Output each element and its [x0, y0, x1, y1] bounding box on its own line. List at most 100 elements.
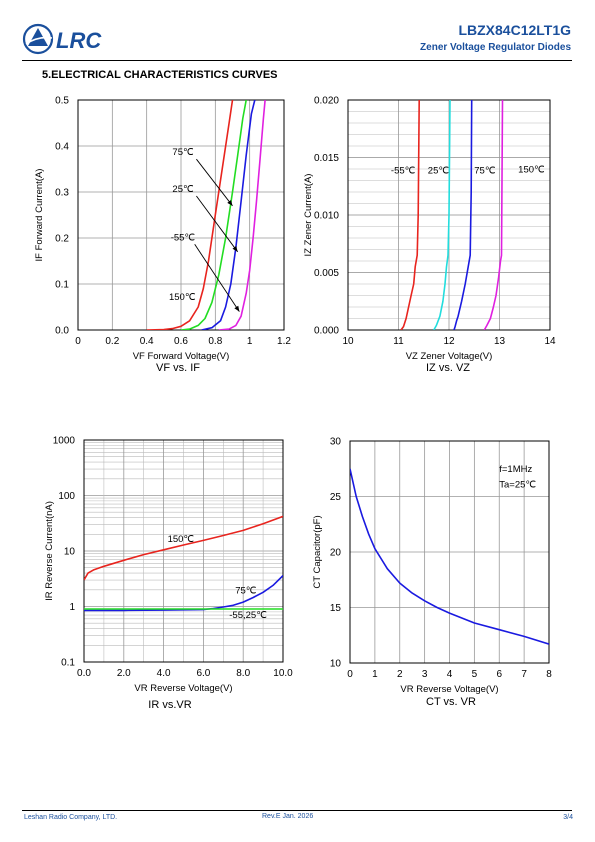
chart-grid [83, 439, 284, 663]
annotation-label: 150℃ [518, 164, 545, 175]
chart-vf-if: 0 0.2 0.4 0.6 0.8 1 1.2 0.0 0.1 0.2 0.3 0.4 0.5 VF Fo… [34, 96, 291, 363]
x-tick-label: 0.2 [105, 336, 119, 347]
y-tick-label: 0.1 [55, 280, 69, 291]
series-line-4 [483, 100, 504, 330]
x-tick-label: 11 [393, 336, 404, 347]
y-tick-label: 10 [330, 659, 342, 670]
annotation-arrowhead [234, 305, 240, 312]
annotation-arrow [194, 244, 240, 312]
annotation-label: 150℃ [168, 534, 195, 545]
y-tick-label: 0.010 [314, 211, 339, 222]
x-tick-label: 5 [472, 669, 478, 680]
part-number: LBZX84C12LT1G [458, 22, 571, 38]
annotation-arrow [196, 158, 233, 207]
y-tick-label: 0.2 [55, 234, 69, 245]
series-line-2 [180, 100, 247, 330]
y-tick-label: 1000 [53, 436, 76, 447]
annotation-label: 150℃ [169, 292, 196, 303]
chart-caption-vf-if: VF vs. IF [156, 362, 200, 374]
section-title: 5.ELECTRICAL CHARACTERISTICS CURVES [42, 69, 278, 81]
y-tick-label: 0.000 [314, 326, 339, 337]
x-tick-label: 0.6 [174, 336, 188, 347]
x-tick-label: 4.0 [157, 668, 171, 679]
y-tick-label: 20 [330, 548, 342, 559]
annotation-label: -55,25℃ [229, 610, 267, 621]
annotation-label: -55℃ [171, 232, 196, 243]
x-tick-label: 2 [397, 669, 403, 680]
x-tick-label: 1 [372, 669, 378, 680]
annotation-label: 75℃ [474, 166, 496, 177]
chart-caption-ir-vr: IR vs.VR [148, 699, 192, 711]
x-tick-label: 0 [75, 336, 81, 347]
series-group [400, 100, 504, 330]
x-tick-label: 4 [447, 669, 453, 680]
series-group [350, 468, 549, 645]
series-line-1 [146, 100, 234, 330]
series-line-1 [350, 468, 549, 645]
document-subtitle: Zener Voltage Regulator Diodes [420, 42, 571, 53]
y-tick-label: 0.005 [314, 268, 339, 279]
x-tick-label: 0.0 [77, 668, 91, 679]
plot-frame [347, 99, 551, 331]
annotation-label: Ta=25℃ [499, 480, 536, 491]
x-tick-label: 2.0 [117, 668, 131, 679]
series-line-3 [201, 100, 256, 330]
y-axis-label: CT Capacitor(pF) [312, 515, 323, 588]
footer-page: 3/4 [563, 814, 573, 821]
x-tick-label: 0 [347, 669, 353, 680]
annotation-label: 25℃ [172, 184, 194, 195]
chart-caption-iz-vz: IZ vs. VZ [426, 362, 470, 374]
annotation-label: 75℃ [235, 586, 257, 597]
y-tick-label: 15 [330, 603, 342, 614]
footer-divider [22, 810, 572, 811]
x-tick-label: 13 [494, 336, 506, 347]
y-tick-label: 0.3 [55, 188, 69, 199]
x-tick-label: 6.0 [196, 668, 210, 679]
chart-ct-vr: 0 1 2 3 4 5 6 7 8 10 15 20 25 30 VR Reverse Voltage(V)… [312, 437, 552, 696]
x-tick-label: 14 [544, 336, 556, 347]
annotation-arrowhead [232, 245, 238, 252]
x-axis-label: VZ Zener Voltage(V) [406, 351, 493, 362]
annotation-label: 25℃ [428, 166, 450, 177]
series-line-1 [400, 100, 420, 330]
x-tick-label: 10.0 [273, 668, 293, 679]
annotation-arrowhead [227, 199, 233, 206]
y-tick-label: 1 [69, 602, 75, 613]
x-axis-label: VR Reverse Voltage(V) [134, 683, 232, 694]
x-tick-label: 1 [247, 336, 253, 347]
x-tick-label: 10 [342, 336, 354, 347]
footer-company: Leshan Radio Company, LTD. [24, 814, 118, 821]
annotation-label: -55℃ [391, 166, 416, 177]
x-axis-label: VF Forward Voltage(V) [133, 351, 230, 362]
annotation-arrow [196, 195, 239, 253]
annotation-label: f=1MHz [499, 464, 532, 475]
series-line-4 [218, 100, 266, 330]
chart-iz-vz: 10 11 12 13 14 0.000 0.005 0.010 0.015 0.020 VZ Ze… [303, 96, 556, 363]
logo-text: LRC [56, 28, 102, 53]
x-tick-label: 0.8 [208, 336, 222, 347]
x-axis-label: VR Reverse Voltage(V) [400, 684, 498, 695]
series-group [146, 100, 266, 330]
y-axis-label: IR Reverse Current(nA) [44, 501, 55, 601]
header-divider [22, 60, 572, 61]
y-axis-label: IZ Zener Current(A) [303, 174, 314, 257]
series-line-2 [433, 100, 451, 330]
x-tick-label: 8.0 [236, 668, 250, 679]
series-line-1 [84, 515, 283, 581]
x-tick-label: 7 [521, 669, 527, 680]
chart-ir-vr: 0.0 2.0 4.0 6.0 8.0 10.0 0.1 1 10 100 1000 VR Rever… [44, 436, 293, 695]
y-tick-label: 30 [330, 437, 342, 448]
x-tick-label: 0.4 [140, 336, 154, 347]
plot-frame [83, 439, 284, 663]
x-tick-label: 8 [546, 669, 552, 680]
series-line-3 [453, 100, 473, 330]
y-tick-label: 0.020 [314, 96, 339, 107]
series-line-2 [84, 575, 283, 612]
y-tick-label: 0.1 [61, 658, 75, 669]
footer-revision: Rev.E Jan. 2026 [262, 813, 314, 820]
x-tick-label: 6 [496, 669, 502, 680]
y-tick-label: 100 [58, 491, 75, 502]
y-axis-label: IF Forward Current(A) [34, 169, 45, 262]
x-tick-label: 12 [443, 336, 455, 347]
y-tick-label: 25 [330, 492, 342, 503]
